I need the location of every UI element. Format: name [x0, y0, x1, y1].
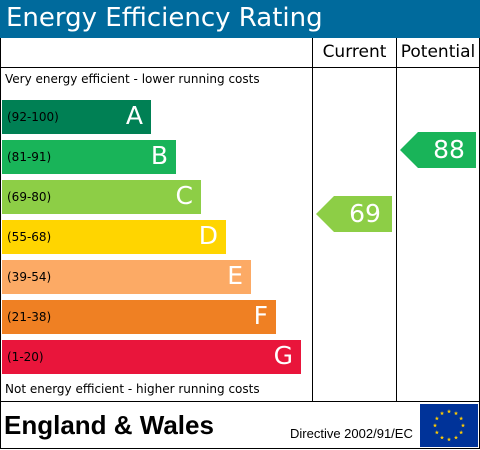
eu-flag-star — [434, 416, 439, 421]
eu-flag-star — [460, 423, 466, 428]
current-column-header: Current — [322, 42, 387, 62]
eu-flag-star — [459, 416, 464, 421]
eu-flag-star — [446, 437, 452, 442]
band-range: (69-80) — [7, 190, 52, 204]
eu-flag-star — [434, 430, 439, 435]
band-e: (39-54) E — [2, 260, 251, 294]
potential-rating-value: 88 — [433, 135, 465, 164]
band-letter: F — [253, 301, 268, 330]
eu-flag-star — [446, 409, 452, 414]
band-g: (1-20) G — [2, 340, 301, 374]
band-range: (92-100) — [7, 110, 59, 124]
band-range: (55-68) — [7, 230, 52, 244]
band-range: (1-20) — [7, 350, 44, 364]
header-divider — [0, 67, 480, 68]
eu-flag-star — [453, 435, 459, 440]
eu-flag-star — [439, 411, 445, 416]
eu-flag-star — [439, 435, 445, 440]
current-rating-arrow: 69 — [316, 196, 392, 232]
current-rating-shape — [316, 196, 392, 232]
band-a: (92-100) A — [2, 100, 151, 134]
bottom-note: Not energy efficient - higher running co… — [5, 382, 260, 396]
page-title: Energy Efficiency Rating — [6, 3, 323, 33]
band-letter: C — [175, 181, 193, 210]
potential-rating-shape — [400, 132, 476, 168]
band-letter: G — [273, 341, 293, 370]
current-rating-value: 69 — [349, 199, 381, 228]
band-letter: D — [198, 221, 218, 250]
band-letter: E — [227, 261, 243, 290]
title-bar: Energy Efficiency Rating — [0, 0, 480, 38]
band-range: (39-54) — [7, 270, 52, 284]
band-b: (81-91) B — [2, 140, 176, 174]
band-d: (55-68) D — [2, 220, 226, 254]
divider-current — [312, 38, 313, 402]
eu-flag-icon — [420, 404, 478, 447]
band-c: (69-80) C — [2, 180, 201, 214]
band-f: (21-38) F — [2, 300, 276, 334]
potential-column-header: Potential — [400, 42, 476, 62]
band-letter: A — [125, 101, 143, 130]
band-letter: B — [150, 141, 168, 170]
top-note: Very energy efficient - lower running co… — [5, 72, 260, 86]
footer-divider — [0, 401, 480, 402]
eu-flag-star — [459, 430, 464, 435]
divider-potential — [396, 38, 397, 402]
footer-country: England & Wales — [4, 410, 214, 440]
eu-flag-star — [432, 423, 438, 428]
band-range: (21-38) — [7, 310, 52, 324]
footer-directive: Directive 2002/91/EC — [290, 426, 413, 441]
band-range: (81-91) — [7, 150, 52, 164]
eu-flag-star — [453, 411, 459, 416]
potential-rating-arrow: 88 — [400, 132, 476, 168]
